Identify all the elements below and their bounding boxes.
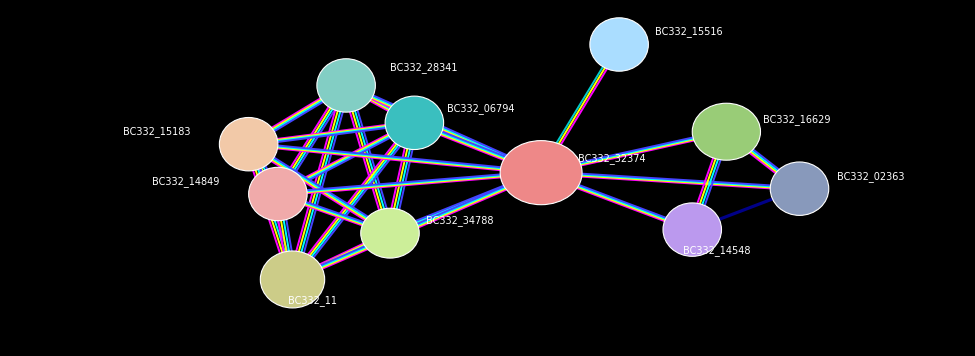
Text: BC332_15183: BC332_15183 [123,126,190,137]
Ellipse shape [590,18,648,71]
Text: BC332_06794: BC332_06794 [447,103,514,114]
Ellipse shape [317,59,375,112]
Ellipse shape [249,167,307,221]
Text: BC332_15516: BC332_15516 [655,27,722,37]
Text: BC332_11: BC332_11 [288,295,336,306]
Ellipse shape [260,251,325,308]
Ellipse shape [770,162,829,215]
Text: BC332_02363: BC332_02363 [837,171,904,182]
Ellipse shape [385,96,444,150]
Ellipse shape [500,141,582,205]
Ellipse shape [361,208,419,258]
Text: BC332_28341: BC332_28341 [390,62,457,73]
Text: BC332_34788: BC332_34788 [426,215,493,226]
Text: BC332_32374: BC332_32374 [578,153,645,164]
Text: BC332_14548: BC332_14548 [682,246,750,256]
Text: BC332_14849: BC332_14849 [152,176,219,187]
Text: BC332_16629: BC332_16629 [763,114,831,125]
Ellipse shape [219,117,278,171]
Ellipse shape [692,103,760,160]
Ellipse shape [663,203,722,256]
